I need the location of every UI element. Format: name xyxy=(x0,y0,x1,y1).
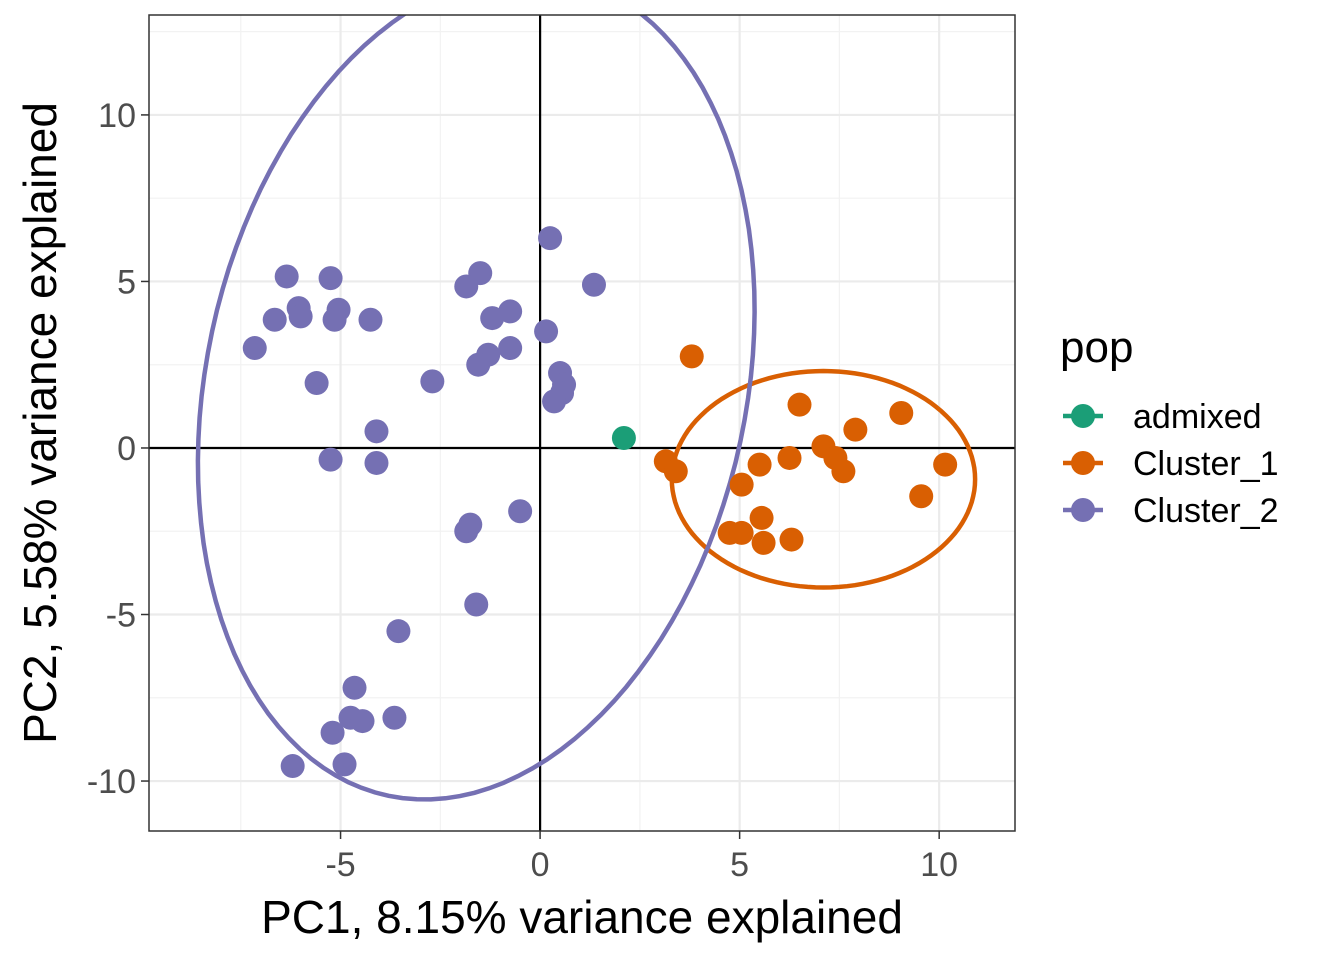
legend-items: admixed Cluster_1 Cluster_2 xyxy=(1063,398,1279,530)
point-cluster-2 xyxy=(538,226,563,251)
reference-lines xyxy=(149,15,1015,831)
point-cluster-2 xyxy=(274,264,299,289)
point-cluster-2 xyxy=(508,499,533,524)
panel-background xyxy=(149,15,1015,831)
y-tick-label: 10 xyxy=(98,97,136,135)
axis-ticks: -5 0 5 10 -10 -5 0 5 10 xyxy=(87,97,958,884)
point-cluster-2 xyxy=(542,389,567,414)
point-cluster-1 xyxy=(679,344,704,369)
legend-label: Cluster_2 xyxy=(1133,492,1279,530)
point-cluster-2 xyxy=(464,592,489,617)
ellipse-cluster-2 xyxy=(195,15,757,802)
point-cluster-2 xyxy=(304,371,329,396)
point-cluster-2 xyxy=(320,720,345,745)
legend-label: Cluster_1 xyxy=(1133,445,1279,483)
point-admixed xyxy=(611,425,636,450)
point-cluster-2 xyxy=(454,274,479,299)
point-cluster-2 xyxy=(420,369,445,394)
point-cluster-1 xyxy=(933,452,958,477)
series-cluster-2 xyxy=(242,226,606,779)
data-points xyxy=(242,226,958,779)
point-cluster-1 xyxy=(831,459,856,484)
point-cluster-2 xyxy=(581,272,606,297)
point-cluster-2 xyxy=(480,306,505,331)
point-cluster-1 xyxy=(729,520,754,545)
legend-title: pop xyxy=(1060,323,1133,372)
legend-item-admixed: admixed xyxy=(1063,398,1262,436)
y-tick-label: -5 xyxy=(106,597,136,635)
y-axis-title: PC2, 5.58% variance explained xyxy=(14,102,66,744)
panel-border xyxy=(148,14,1016,832)
point-cluster-2 xyxy=(466,352,491,377)
point-cluster-1 xyxy=(663,459,688,484)
point-cluster-2 xyxy=(534,319,559,344)
x-tick-label: -5 xyxy=(325,846,355,884)
point-cluster-2 xyxy=(386,619,411,644)
point-cluster-2 xyxy=(342,675,367,700)
point-cluster-1 xyxy=(843,417,868,442)
point-cluster-2 xyxy=(382,705,407,730)
point-cluster-1 xyxy=(889,401,914,426)
point-cluster-1 xyxy=(749,505,774,530)
point-cluster-2 xyxy=(280,754,305,779)
point-cluster-1 xyxy=(777,445,802,470)
x-tick-label: 0 xyxy=(531,846,550,884)
legend-item-cluster-2: Cluster_2 xyxy=(1063,492,1279,530)
point-cluster-2 xyxy=(322,307,347,332)
point-cluster-1 xyxy=(787,392,812,417)
legend-key-point xyxy=(1071,404,1095,428)
point-cluster-1 xyxy=(729,472,754,497)
point-cluster-2 xyxy=(332,752,357,777)
point-cluster-2 xyxy=(318,266,343,291)
point-cluster-2 xyxy=(242,336,267,361)
point-cluster-2 xyxy=(454,519,479,544)
x-tick-label: 10 xyxy=(920,846,958,884)
legend-key-point xyxy=(1071,498,1095,522)
legend-item-cluster-1: Cluster_1 xyxy=(1063,445,1279,483)
point-cluster-2 xyxy=(262,307,287,332)
series-admixed xyxy=(611,425,636,450)
point-cluster-2 xyxy=(364,450,389,475)
point-cluster-1 xyxy=(909,484,934,509)
legend-key-point xyxy=(1071,451,1095,475)
y-tick-label: -10 xyxy=(87,763,136,801)
point-cluster-1 xyxy=(779,527,804,552)
point-cluster-2 xyxy=(288,304,313,329)
point-cluster-2 xyxy=(364,419,389,444)
point-cluster-1 xyxy=(751,530,776,555)
legend-label: admixed xyxy=(1133,398,1262,436)
point-cluster-1 xyxy=(747,452,772,477)
y-tick-label: 5 xyxy=(117,263,136,301)
point-cluster-2 xyxy=(498,336,523,361)
point-cluster-2 xyxy=(350,709,375,734)
point-cluster-2 xyxy=(358,307,383,332)
y-tick-label: 0 xyxy=(117,430,136,468)
point-cluster-2 xyxy=(318,447,343,472)
series-cluster-1 xyxy=(653,344,958,555)
x-axis-title: PC1, 8.15% variance explained xyxy=(261,891,903,943)
legend: pop admixed Cluster_1 Cluster_2 xyxy=(1060,323,1279,530)
x-tick-label: 5 xyxy=(730,846,749,884)
